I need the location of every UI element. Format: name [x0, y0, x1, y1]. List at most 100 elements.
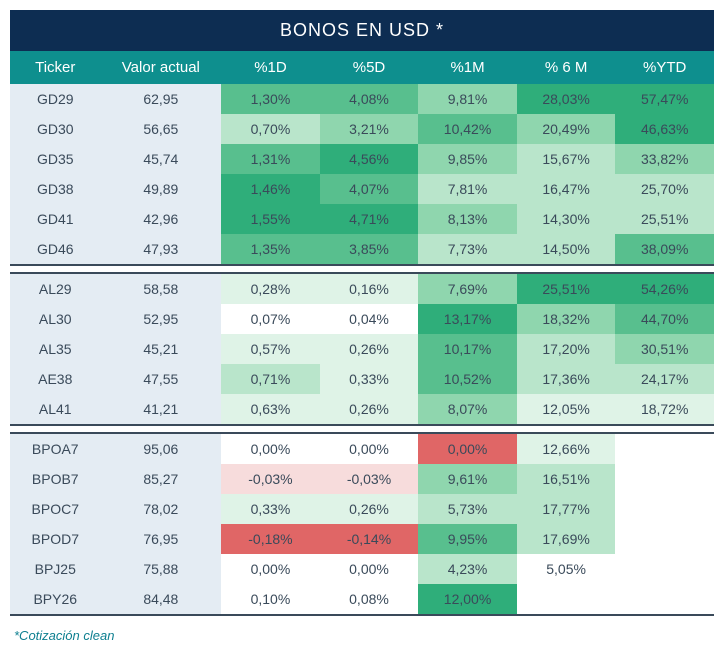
pct-cell: 0,04% [320, 304, 419, 334]
valor-cell: 49,89 [101, 174, 222, 204]
pct-cell: 0,63% [221, 394, 320, 425]
table-row: BPJ2575,880,00%0,00%4,23%5,05% [10, 554, 714, 584]
pct-cell: 12,05% [517, 394, 616, 425]
pct-cell: 0,71% [221, 364, 320, 394]
table-row: BPOA795,060,00%0,00%0,00%12,66% [10, 433, 714, 464]
valor-cell: 42,96 [101, 204, 222, 234]
col-ticker: Ticker [10, 51, 101, 84]
table-row: AL3052,950,07%0,04%13,17%18,32%44,70% [10, 304, 714, 334]
pct-cell: 7,73% [418, 234, 517, 265]
col-valor: Valor actual [101, 51, 222, 84]
table-row: BPOD776,95-0,18%-0,14%9,95%17,69% [10, 524, 714, 554]
ticker-cell: GD41 [10, 204, 101, 234]
ticker-cell: AL30 [10, 304, 101, 334]
pct-cell: 10,42% [418, 114, 517, 144]
pct-cell: 10,17% [418, 334, 517, 364]
pct-cell: 0,33% [320, 364, 419, 394]
pct-cell: 5,73% [418, 494, 517, 524]
pct-cell: 1,35% [221, 234, 320, 265]
pct-cell: 44,70% [615, 304, 714, 334]
table-row: AL4141,210,63%0,26%8,07%12,05%18,72% [10, 394, 714, 425]
header-row: Ticker Valor actual %1D %5D %1M % 6 M %Y… [10, 51, 714, 84]
pct-cell: 4,23% [418, 554, 517, 584]
pct-cell: 0,10% [221, 584, 320, 615]
col-1m: %1M [418, 51, 517, 84]
valor-cell: 78,02 [101, 494, 222, 524]
pct-cell: 17,20% [517, 334, 616, 364]
table-row: AL2958,580,28%0,16%7,69%25,51%54,26% [10, 273, 714, 304]
table-title: BONOS EN USD * [10, 10, 714, 51]
ticker-cell: AL41 [10, 394, 101, 425]
valor-cell: 52,95 [101, 304, 222, 334]
col-5d: %5D [320, 51, 419, 84]
pct-cell: 15,67% [517, 144, 616, 174]
ticker-cell: BPY26 [10, 584, 101, 615]
pct-cell: 1,30% [221, 84, 320, 114]
pct-cell: 14,50% [517, 234, 616, 265]
pct-cell: 0,00% [320, 554, 419, 584]
pct-cell: -0,03% [320, 464, 419, 494]
pct-cell: 9,81% [418, 84, 517, 114]
pct-cell: 17,69% [517, 524, 616, 554]
valor-cell: 62,95 [101, 84, 222, 114]
valor-cell: 85,27 [101, 464, 222, 494]
table-row: AE3847,550,71%0,33%10,52%17,36%24,17% [10, 364, 714, 394]
ticker-cell: GD46 [10, 234, 101, 265]
pct-cell: 0,33% [221, 494, 320, 524]
pct-cell: 4,08% [320, 84, 419, 114]
pct-cell: 25,51% [517, 273, 616, 304]
pct-cell: 0,00% [320, 433, 419, 464]
pct-cell: 7,81% [418, 174, 517, 204]
table-row: BPOC778,020,33%0,26%5,73%17,77% [10, 494, 714, 524]
pct-cell: 8,07% [418, 394, 517, 425]
pct-cell [615, 524, 714, 554]
pct-cell: 16,47% [517, 174, 616, 204]
pct-cell: 5,05% [517, 554, 616, 584]
pct-cell: 25,70% [615, 174, 714, 204]
pct-cell: 12,66% [517, 433, 616, 464]
ticker-cell: BPJ25 [10, 554, 101, 584]
title-row: BONOS EN USD * [10, 10, 714, 51]
table-row: GD4142,961,55%4,71%8,13%14,30%25,51% [10, 204, 714, 234]
pct-cell: -0,03% [221, 464, 320, 494]
pct-cell: 4,71% [320, 204, 419, 234]
col-1d: %1D [221, 51, 320, 84]
pct-cell: 4,07% [320, 174, 419, 204]
valor-cell: 75,88 [101, 554, 222, 584]
valor-cell: 47,55 [101, 364, 222, 394]
pct-cell: 8,13% [418, 204, 517, 234]
group-separator [10, 615, 714, 622]
valor-cell: 45,21 [101, 334, 222, 364]
pct-cell [615, 584, 714, 615]
table-row: BPOB785,27-0,03%-0,03%9,61%16,51% [10, 464, 714, 494]
pct-cell: 1,55% [221, 204, 320, 234]
pct-cell: -0,14% [320, 524, 419, 554]
pct-cell: 24,17% [615, 364, 714, 394]
pct-cell: 17,77% [517, 494, 616, 524]
group-separator [10, 425, 714, 433]
pct-cell: 13,17% [418, 304, 517, 334]
pct-cell: 0,26% [320, 334, 419, 364]
pct-cell: 1,46% [221, 174, 320, 204]
col-ytd: %YTD [615, 51, 714, 84]
pct-cell: 18,32% [517, 304, 616, 334]
pct-cell [615, 433, 714, 464]
table-body: GD2962,951,30%4,08%9,81%28,03%57,47%GD30… [10, 84, 714, 622]
pct-cell: 7,69% [418, 273, 517, 304]
group-separator [10, 265, 714, 273]
pct-cell: 17,36% [517, 364, 616, 394]
pct-cell: 16,51% [517, 464, 616, 494]
pct-cell [517, 584, 616, 615]
pct-cell: 0,16% [320, 273, 419, 304]
pct-cell [615, 554, 714, 584]
pct-cell: 14,30% [517, 204, 616, 234]
valor-cell: 76,95 [101, 524, 222, 554]
pct-cell: 4,56% [320, 144, 419, 174]
ticker-cell: BPOA7 [10, 433, 101, 464]
pct-cell: 12,00% [418, 584, 517, 615]
valor-cell: 58,58 [101, 273, 222, 304]
ticker-cell: GD30 [10, 114, 101, 144]
col-6m: % 6 M [517, 51, 616, 84]
valor-cell: 84,48 [101, 584, 222, 615]
valor-cell: 47,93 [101, 234, 222, 265]
